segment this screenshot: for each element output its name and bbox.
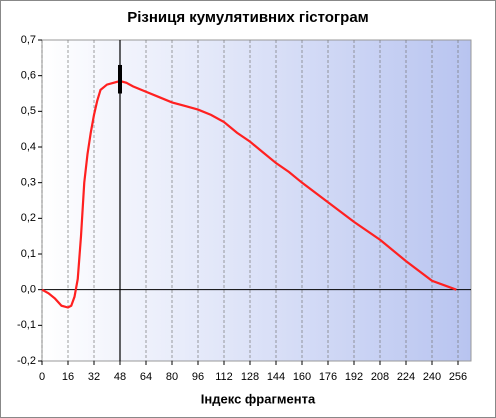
x-tick-label: 208 (371, 371, 389, 383)
y-tick-label: 0,2 (21, 212, 36, 224)
y-tick-label: 0,0 (21, 284, 36, 296)
x-tick-label: 192 (345, 371, 363, 383)
y-tick-label: 0,4 (21, 141, 36, 153)
x-tick-label: 16 (62, 371, 74, 383)
plot-area (41, 39, 472, 362)
chart-title: Різниця кумулятивних гістограм (127, 9, 369, 26)
x-tick-label: 112 (215, 371, 233, 383)
x-tick-label: 176 (319, 371, 337, 383)
x-tick-label: 240 (423, 371, 441, 383)
x-tick-label: 224 (397, 371, 415, 383)
data-line (41, 79, 457, 309)
x-tick-label: 80 (166, 371, 178, 383)
y-tick-label: 0,1 (21, 248, 36, 260)
x-tick-label: 160 (293, 371, 311, 383)
y-tick-label: 0,6 (21, 70, 36, 82)
x-tick-label: 96 (192, 371, 204, 383)
x-axis-label: Індекс фрагмента (201, 391, 316, 406)
x-tick-label: 144 (267, 371, 285, 383)
y-tick-label: 0,7 (21, 34, 36, 46)
x-tick-label: 32 (88, 371, 100, 383)
y-tick-label: -0,2 (17, 355, 36, 367)
x-tick-label: 64 (140, 371, 152, 383)
y-tick-label: 0,3 (21, 177, 36, 189)
y-tick-label: 0,5 (21, 105, 36, 117)
y-tick-label: -0,1 (17, 319, 36, 331)
x-tick-label: 0 (39, 371, 45, 383)
x-tick-label: 256 (449, 371, 467, 383)
x-tick-label: 128 (241, 371, 259, 383)
x-tick-label: 48 (114, 371, 126, 383)
